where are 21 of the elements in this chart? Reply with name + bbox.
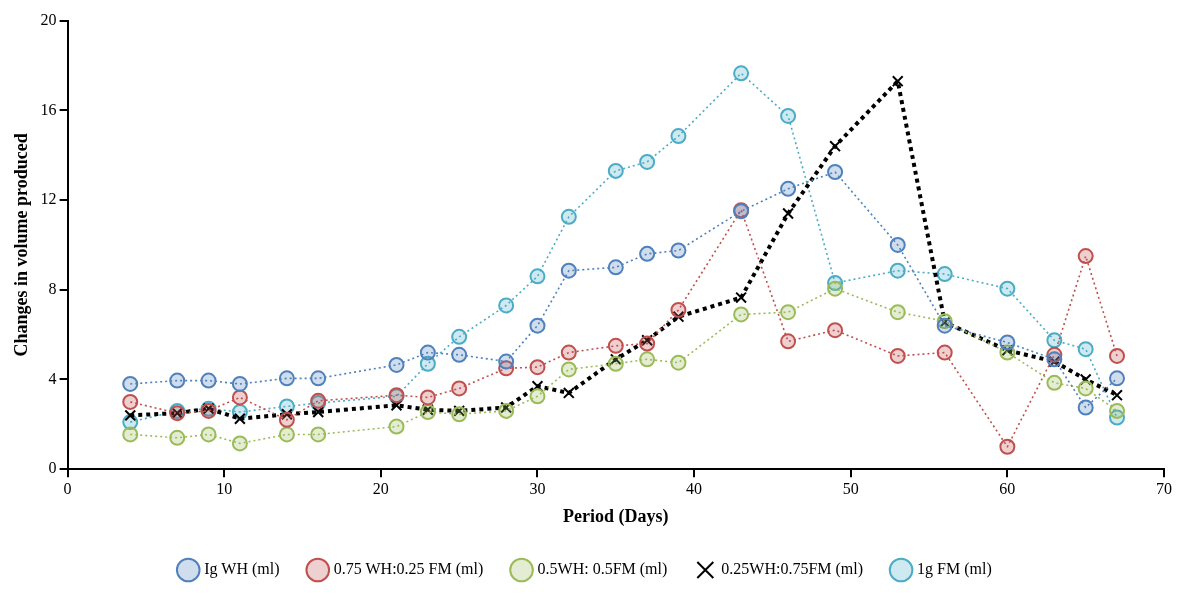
legend-label: 0.75 WH:0.25 FM (ml) <box>333 560 484 579</box>
y-tick-label: 0 <box>48 459 57 477</box>
x-tick-label: 40 <box>686 480 703 497</box>
legend-label: 0.5WH: 0.5FM (ml) <box>537 560 668 579</box>
x-tick-label: 50 <box>842 480 859 497</box>
legend-label: 0.25WH:0.75FM (ml) <box>721 560 864 579</box>
y-tick-label: 4 <box>48 369 57 387</box>
y-tick-label: 12 <box>40 190 57 208</box>
legend-label: 1g FM (ml) <box>917 560 992 579</box>
legend-label: Ig WH (ml) <box>204 560 280 579</box>
x-tick-label: 20 <box>372 480 389 497</box>
x-axis-title: Period (Days) <box>563 505 669 527</box>
y-tick-label: 8 <box>48 279 57 297</box>
y-tick-label: 20 <box>40 10 57 28</box>
y-tick-label: 16 <box>40 100 57 118</box>
x-tick-label: 70 <box>1156 480 1172 497</box>
x-tick-label: 0 <box>63 480 72 497</box>
x-tick-label: 60 <box>999 480 1016 497</box>
y-axis-title: Changes in volume produced <box>11 133 32 357</box>
x-tick-label: 10 <box>216 480 233 497</box>
x-tick-label: 30 <box>529 480 546 497</box>
